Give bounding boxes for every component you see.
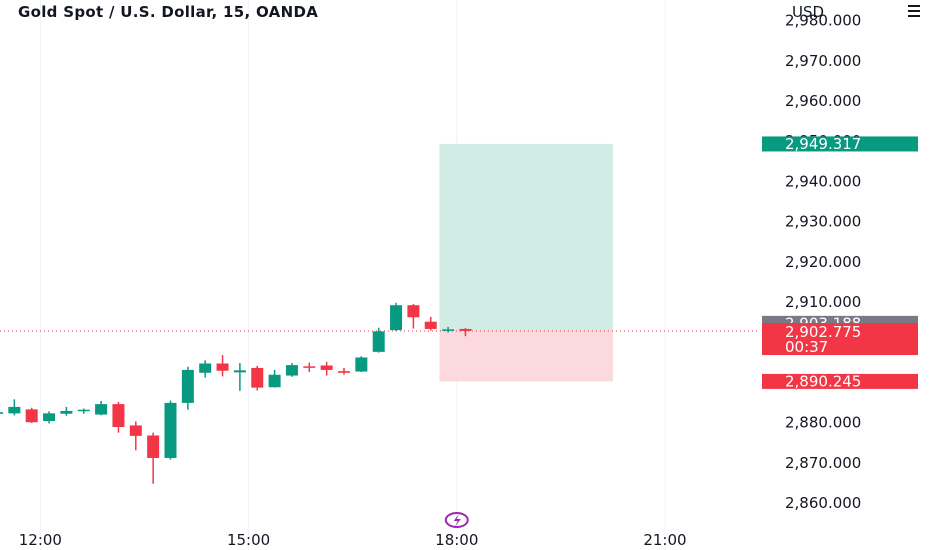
candle-body — [43, 413, 56, 421]
y-tick-label: 2,920.000 — [785, 253, 861, 271]
candle-body — [216, 363, 229, 371]
candle-body — [320, 365, 333, 370]
candle-body — [355, 357, 368, 372]
candle — [216, 355, 229, 377]
target-price-tag-text: 2,949.317 — [785, 135, 861, 153]
candle — [8, 399, 21, 416]
y-tick-label: 2,870.000 — [785, 454, 861, 472]
candle-body — [285, 365, 298, 376]
candle — [95, 400, 108, 416]
candle — [338, 367, 350, 375]
current-price-text: 2,902.775 — [785, 323, 861, 341]
candle-body — [0, 412, 3, 414]
lightning-badge-ring — [444, 512, 469, 528]
candle — [390, 302, 403, 331]
candle-body — [338, 371, 350, 373]
candle — [268, 369, 281, 388]
target-price-tag: 2,949.317 — [762, 135, 918, 153]
y-tick-label: 2,980.000 — [785, 12, 861, 30]
x-tick-label: 21:00 — [643, 531, 686, 549]
candle — [199, 360, 212, 378]
lightning-bolt-icon[interactable] — [444, 512, 469, 528]
lightning-bolt-shape — [453, 514, 461, 527]
candle-body — [390, 305, 403, 331]
candle-body — [181, 369, 194, 403]
candle-body — [268, 374, 281, 388]
candle-body — [60, 410, 73, 414]
chart-title: Gold Spot / U.S. Dollar, 15, OANDA — [18, 3, 319, 21]
candle-body — [77, 409, 90, 412]
y-tick-label: 2,860.000 — [785, 494, 861, 512]
candle-body — [129, 425, 142, 436]
candle — [320, 361, 333, 376]
candle — [77, 408, 90, 414]
candle-body — [164, 402, 177, 458]
candle — [164, 400, 177, 460]
stop-price-tag-bg — [762, 373, 918, 389]
current-price-tag-bg — [762, 323, 918, 356]
candle — [459, 328, 472, 337]
x-tick-label: 15:00 — [227, 531, 270, 549]
candle-body — [112, 404, 125, 428]
candle-body — [8, 406, 21, 414]
y-tick-label: 2,960.000 — [785, 92, 861, 110]
x-tick-label: 12:00 — [19, 531, 62, 549]
candle — [60, 406, 73, 416]
stop-price-tag-text: 2,890.245 — [785, 372, 861, 390]
candle — [181, 366, 194, 410]
candle-body — [25, 409, 38, 423]
candle — [147, 432, 160, 484]
menu-icon[interactable] — [908, 5, 920, 20]
y-tick-label: 2,940.000 — [785, 172, 861, 190]
candle-body — [199, 363, 212, 373]
candle — [372, 327, 385, 353]
candle — [407, 304, 420, 329]
candle-body — [233, 370, 246, 373]
candle — [251, 365, 264, 391]
candle-body — [442, 329, 455, 331]
stop-price-tag: 2,890.245 — [762, 372, 918, 390]
stop-zone — [439, 329, 613, 382]
candle-body — [95, 404, 108, 415]
candle — [285, 363, 298, 377]
candle-body — [147, 435, 160, 458]
candle — [43, 411, 56, 424]
target-price-tag-bg — [762, 136, 918, 152]
candle-body — [424, 321, 437, 329]
currency-label: USD — [792, 3, 825, 21]
candle-body — [459, 328, 472, 331]
target-zone — [439, 143, 613, 330]
y-tick-label: 2,930.000 — [785, 213, 861, 231]
candle — [0, 412, 3, 414]
candle-body — [303, 366, 316, 368]
y-tick-label: 2,880.000 — [785, 414, 861, 432]
y-tick-label: 2,970.000 — [785, 52, 861, 70]
candle-body — [251, 367, 264, 388]
candle — [233, 363, 246, 391]
candle — [424, 316, 437, 331]
candle — [25, 407, 38, 424]
candle — [442, 326, 455, 333]
y-tick-label: 2,910.000 — [785, 293, 861, 311]
candle — [112, 402, 125, 433]
candle-body — [372, 331, 385, 352]
candle — [129, 421, 142, 451]
candle — [303, 362, 316, 372]
bar-countdown-text: 00:37 — [785, 338, 828, 356]
candle-body — [407, 305, 420, 318]
x-tick-label: 18:00 — [435, 531, 478, 549]
candle — [355, 356, 368, 372]
